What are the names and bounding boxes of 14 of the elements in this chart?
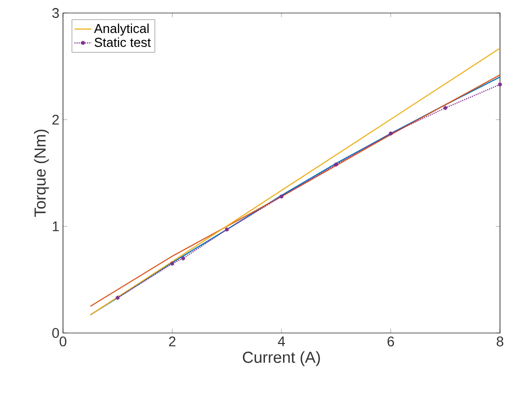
point — [115, 295, 120, 300]
y-axis-title: Torque (Nm) — [34, 130, 49, 217]
y-tick-label: 2 — [52, 114, 59, 125]
x-axis-title: Current (A) — [242, 351, 320, 366]
y-tick-label: 3 — [52, 8, 59, 18]
x-tick-label: 6 — [388, 336, 394, 346]
legend-label: Analytical — [94, 24, 149, 36]
legend-label: Static test — [94, 37, 151, 47]
y-tick-label: 1 — [52, 222, 59, 232]
x-tick-label: 8 — [496, 336, 504, 346]
x-tick-label: 0 — [60, 336, 66, 346]
x-tick-label: 4 — [278, 336, 285, 346]
x-tick-label: 2 — [169, 336, 176, 346]
y-tick-label: 0 — [52, 328, 59, 338]
